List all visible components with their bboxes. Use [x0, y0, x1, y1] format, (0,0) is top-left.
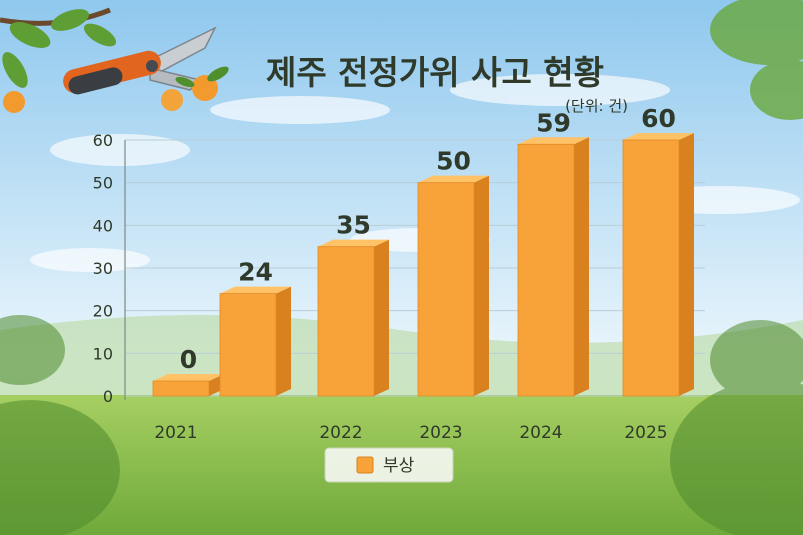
bar-6: 60	[622, 104, 694, 397]
x-tick-label: 2023	[419, 423, 462, 443]
legend-label: 부상	[383, 456, 415, 476]
bar-side	[679, 133, 694, 396]
y-tick-label: 10	[93, 344, 113, 363]
bar-front	[417, 182, 475, 397]
bar-side	[276, 286, 291, 396]
x-axis: 2021 2022 2023 2024 2025	[154, 423, 667, 443]
x-tick-label: 2025	[624, 423, 667, 443]
x-tick-label: 2021	[154, 423, 197, 443]
bar-top	[220, 286, 291, 294]
bar-side	[374, 239, 389, 396]
x-tick-label: 2024	[519, 423, 562, 443]
bar-value-label: 35	[336, 211, 371, 240]
bar-top	[623, 133, 694, 140]
tree-branch-right	[710, 0, 803, 120]
bar-front	[152, 380, 210, 397]
x-tick-label: 2022	[319, 423, 362, 443]
bar-2: 24	[219, 258, 291, 397]
y-axis: 0 10 20 30 40 50 60	[93, 131, 126, 406]
bar-5: 59	[517, 108, 589, 397]
bar-front	[517, 143, 575, 397]
tree-branch-left	[0, 7, 117, 113]
bar-series: 0 24 35 50 59 60	[152, 104, 694, 397]
y-tick-label: 60	[93, 131, 113, 150]
bar-value-label: 59	[536, 108, 571, 137]
legend-box	[324, 447, 454, 483]
bar-top	[318, 239, 389, 247]
y-tick-label: 0	[103, 387, 113, 406]
bar-top	[518, 137, 589, 145]
chart-title: 제주 전정가위 사고 현황	[266, 53, 604, 92]
bar-value-label: 50	[436, 147, 471, 176]
bar-top	[153, 374, 224, 381]
y-tick-label: 50	[93, 174, 113, 193]
pruning-shears-icon	[63, 26, 229, 111]
bar-1: 0	[152, 345, 224, 397]
bar-top	[418, 175, 489, 183]
bar-front	[317, 246, 375, 397]
y-tick-label: 20	[93, 302, 113, 321]
bar-value-label: 24	[238, 258, 273, 287]
bar-3: 35	[317, 211, 389, 397]
legend: 부상	[324, 447, 454, 483]
bar-front	[219, 293, 277, 397]
y-tick-label: 40	[93, 216, 113, 235]
foreground-shrubs	[0, 315, 803, 535]
bar-front	[622, 139, 680, 397]
tangerine-cluster-icon	[161, 66, 229, 111]
legend-swatch	[356, 456, 374, 474]
y-tick-label: 30	[93, 259, 113, 278]
tangerine-icon	[3, 91, 25, 113]
bar-value-label: 60	[641, 104, 676, 133]
bar-4: 50	[417, 147, 489, 397]
bar-side	[574, 137, 589, 396]
bar-value-label: 0	[180, 345, 197, 374]
bar-side	[474, 175, 489, 396]
unit-label: (단위: 건)	[565, 97, 628, 115]
